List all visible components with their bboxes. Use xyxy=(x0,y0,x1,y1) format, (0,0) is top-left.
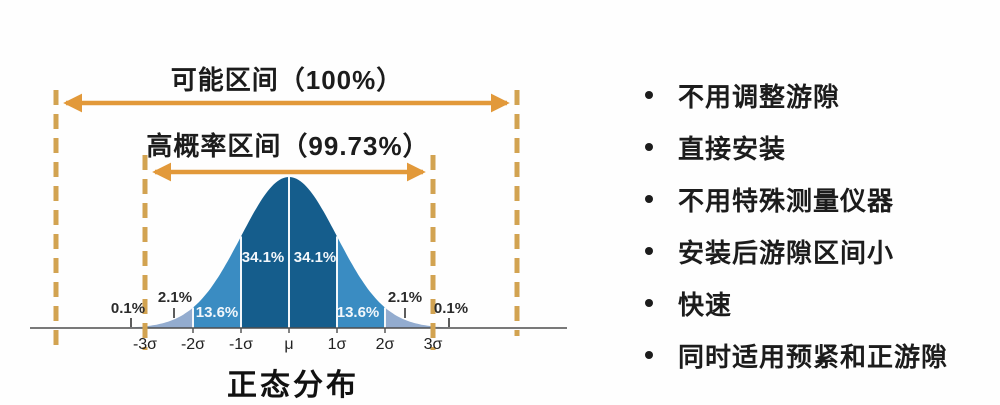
feature-bullet-list: 不用调整游隙 直接安装 不用特殊测量仪器 安装后游隙区间小 快速 同时适用预紧和… xyxy=(645,69,995,381)
x-tick-mu: μ xyxy=(284,336,294,353)
bullet-dot-icon xyxy=(645,143,653,151)
list-item: 安装后游隙区间小 xyxy=(645,225,995,277)
bullet-label: 安装后游隙区间小 xyxy=(678,237,895,268)
list-item: 快速 xyxy=(645,277,995,329)
x-tick-minus-3sigma: -3σ xyxy=(132,336,158,353)
bullet-label: 不用特殊测量仪器 xyxy=(678,185,895,216)
x-tick-minus-2sigma: -2σ xyxy=(180,336,206,353)
distribution-segment xyxy=(241,177,289,328)
bullet-dot-icon xyxy=(645,351,653,359)
bullet-label: 不用调整游隙 xyxy=(678,81,841,112)
segment-percent-label: 34.1% xyxy=(241,249,285,266)
segment-percent-label: 0.1% xyxy=(110,300,146,317)
list-item: 同时适用预紧和正游隙 xyxy=(645,329,995,381)
segment-percent-label: 0.1% xyxy=(433,300,469,317)
x-tick-minus-1sigma: -1σ xyxy=(228,336,254,353)
interval-label-100: 可能区间（100%） xyxy=(170,65,404,95)
x-tick-plus-1sigma: 1σ xyxy=(327,336,347,353)
bullet-dot-icon xyxy=(645,299,653,307)
distribution-segment xyxy=(193,236,241,328)
segment-percent-label: 34.1% xyxy=(293,249,337,266)
segment-percent-label: 2.1% xyxy=(157,289,193,306)
segment-percent-label: 13.6% xyxy=(336,304,380,321)
interval-label-9973: 高概率区间（99.73%） xyxy=(146,131,430,161)
distribution-segment xyxy=(385,307,433,328)
bell-curve-segments xyxy=(101,177,477,333)
distribution-segment xyxy=(145,307,193,328)
distribution-segment xyxy=(337,236,385,328)
bullet-label: 快速 xyxy=(678,289,733,320)
bullet-label: 直接安装 xyxy=(678,133,787,164)
interval-boundary-dashed-lines xyxy=(53,90,520,350)
x-tick-plus-3sigma: 3σ xyxy=(423,336,443,353)
distribution-curve-canvas xyxy=(30,90,567,350)
bullet-dot-icon xyxy=(645,91,653,99)
segment-percent-label: 13.6% xyxy=(195,304,239,321)
list-item: 直接安装 xyxy=(645,121,995,173)
distribution-segment xyxy=(289,177,337,328)
bullet-dot-icon xyxy=(645,247,653,255)
segment-percent-label: 2.1% xyxy=(387,289,423,306)
chart-title: 正态分布 xyxy=(227,369,359,402)
bullet-label: 同时适用预紧和正游隙 xyxy=(678,341,949,372)
list-item: 不用调整游隙 xyxy=(645,69,995,121)
normal-distribution-chart: 可能区间（100%） 高概率区间（99.73%） 0.1% 2.1% 13.6%… xyxy=(30,65,567,402)
x-tick-plus-2sigma: 2σ xyxy=(375,336,395,353)
percent-pointer-ticks xyxy=(130,308,450,327)
list-item: 不用特殊测量仪器 xyxy=(645,173,995,225)
bullet-dot-icon xyxy=(645,195,653,203)
